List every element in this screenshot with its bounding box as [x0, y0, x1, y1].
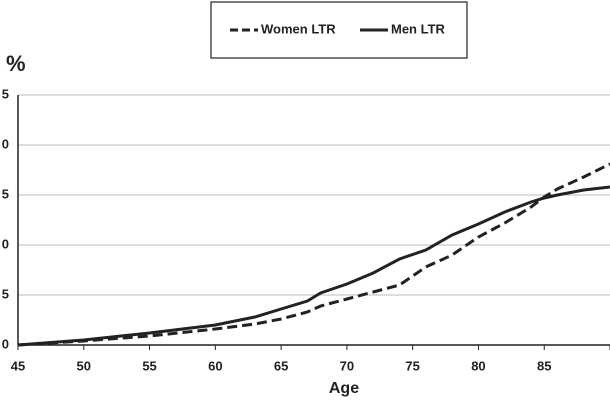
x-tick-label: 50 — [77, 358, 91, 373]
x-tick-label: 75 — [405, 358, 419, 373]
series-line — [17, 185, 610, 347]
legend-label: Women LTR — [261, 21, 336, 36]
x-tick-label: 55 — [142, 358, 156, 373]
x-tick-label: 70 — [340, 358, 354, 373]
y-tick-label: 5 — [2, 286, 9, 301]
legend-box — [210, 1, 468, 59]
y-tick-label: 0 — [2, 236, 9, 251]
y-axis-label: % — [6, 51, 26, 76]
x-tick-label: 60 — [208, 358, 222, 373]
y-tick-label: 5 — [2, 86, 9, 101]
x-tick-label: 65 — [274, 358, 288, 373]
y-tick-label: 5 — [2, 186, 9, 201]
series-line — [17, 162, 610, 347]
x-tick-label: 45 — [11, 358, 25, 373]
y-tick-label: 0 — [2, 336, 9, 351]
x-axis-label: Age — [329, 380, 359, 397]
x-tick-label: 85 — [537, 358, 551, 373]
y-tick-label: 0 — [2, 136, 9, 151]
legend-label: Men LTR — [391, 21, 446, 36]
x-tick-label: 80 — [471, 358, 485, 373]
